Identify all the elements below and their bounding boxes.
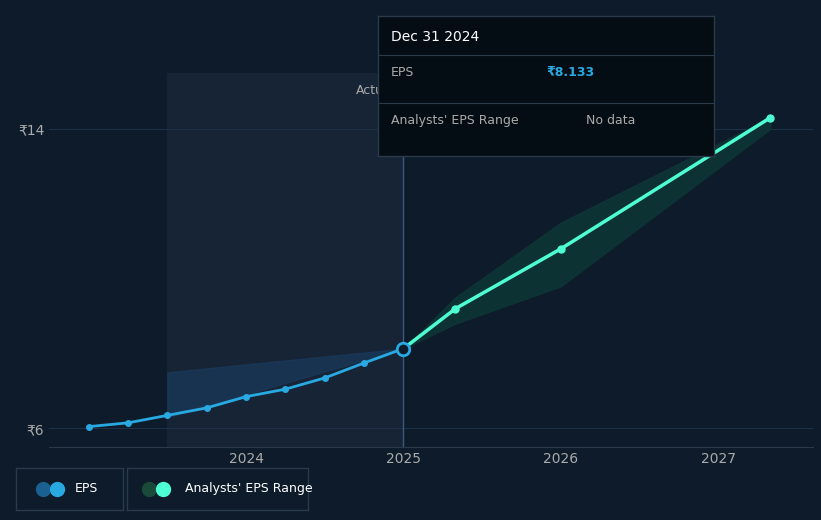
Text: Analysts' EPS Range: Analysts' EPS Range <box>391 114 519 127</box>
Bar <box>167 73 403 447</box>
Text: ₹8.133: ₹8.133 <box>546 66 594 79</box>
Text: Analysts' EPS Range: Analysts' EPS Range <box>185 483 313 495</box>
Text: No data: No data <box>586 114 635 127</box>
Text: Analysts Forecasts: Analysts Forecasts <box>411 84 528 97</box>
Text: Dec 31 2024: Dec 31 2024 <box>391 30 479 44</box>
Text: EPS: EPS <box>76 483 99 495</box>
Text: Actual: Actual <box>356 84 396 97</box>
Text: EPS: EPS <box>391 66 415 79</box>
